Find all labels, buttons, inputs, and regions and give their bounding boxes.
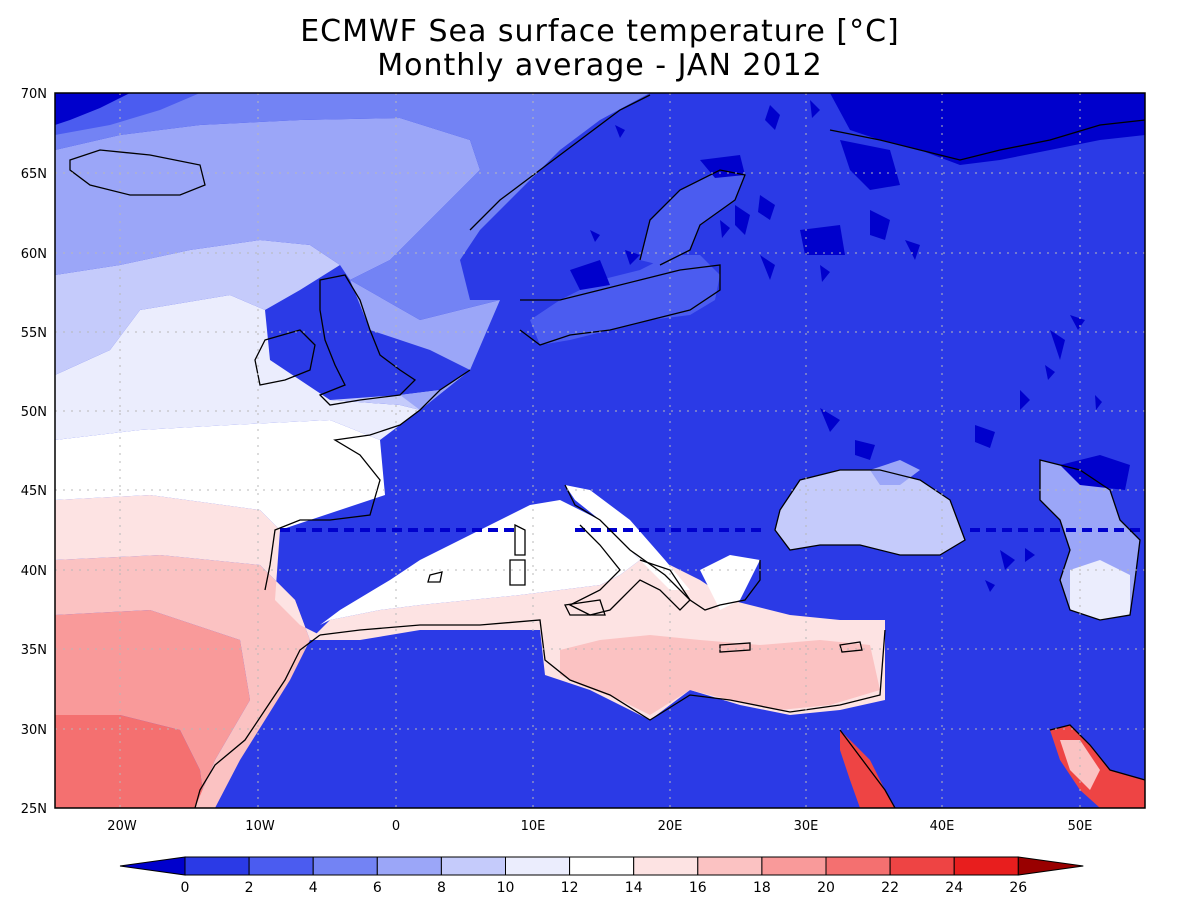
- colorbar-tick-label: 8: [437, 880, 446, 896]
- lon-label: 0: [392, 819, 400, 834]
- colorbar-arrow-high: [1017, 856, 1084, 876]
- colorbar-tick-label: 18: [753, 880, 771, 896]
- baltic-cold: [570, 155, 745, 290]
- lat-axis: 70N 65N 60N 55N 50N 45N 40N 35N 30N 25N: [21, 87, 47, 817]
- colorbar-tick-label: 14: [625, 880, 643, 896]
- chart-subtitle: Monthly average - JAN 2012: [377, 48, 823, 83]
- colorbar-segment: [505, 856, 571, 876]
- adriatic: [565, 485, 690, 590]
- lat-label: 70N: [21, 87, 47, 102]
- black-sea: [775, 470, 965, 555]
- atlantic-band-6: [55, 118, 500, 410]
- colorbar-tick-label: 26: [1009, 880, 1027, 896]
- lat-label: 30N: [21, 723, 47, 738]
- colorbar-segment: [248, 856, 314, 876]
- baltic-sea: [530, 170, 745, 345]
- white-sea-cold: [840, 140, 900, 190]
- lat-label: 50N: [21, 405, 47, 420]
- map-frame: [54, 92, 1146, 809]
- lat-label: 60N: [21, 247, 47, 262]
- lat-label: 55N: [21, 326, 47, 341]
- atlantic-band-16: [55, 555, 310, 808]
- atlantic-band-8: [55, 240, 470, 410]
- lat-label: 25N: [21, 802, 47, 817]
- colorbar-tick-label: 6: [373, 880, 382, 896]
- colorbar-segment: [376, 856, 442, 876]
- lon-label: 30E: [794, 819, 819, 834]
- colorbar-tick-label: 22: [881, 880, 899, 896]
- red-sea: [840, 730, 895, 808]
- colorbar-segment: [569, 856, 635, 876]
- coastlines: [69, 94, 1145, 808]
- atlantic-band-18: [55, 610, 250, 808]
- cold-spots: [590, 100, 1102, 592]
- colorbar-segment: [889, 856, 955, 876]
- colorbar-segment: [440, 856, 506, 876]
- lon-label: 10E: [521, 819, 546, 834]
- eastern-med-18: [560, 635, 880, 715]
- lon-label: 20E: [658, 819, 683, 834]
- colorbar-segment: [633, 856, 699, 876]
- chart-title: ECMWF Sea surface temperature [°C]: [300, 14, 900, 49]
- lon-label: 50E: [1068, 819, 1093, 834]
- colorbar-tick-label: 0: [181, 880, 190, 896]
- colorbar: 0 2 4 6 8 10 12 14 16 18 20 22 24 26: [119, 856, 1084, 896]
- mediterranean-12: [320, 500, 640, 625]
- norwegian-sea-4: [55, 93, 650, 320]
- colorbar-segment: [312, 856, 378, 876]
- caspian-north-cold: [1060, 455, 1130, 490]
- lon-label: 40E: [930, 819, 955, 834]
- colorbar-tick-label: 10: [497, 880, 515, 896]
- colorbar-tick-label: 24: [945, 880, 963, 896]
- arctic-cold-0: [55, 93, 130, 125]
- lat-label: 40N: [21, 564, 47, 579]
- lon-axis: 20W 10W 0 10E 20E 30E 40E 50E: [107, 819, 1092, 834]
- colorbar-tick-label: 20: [817, 880, 835, 896]
- lon-label: 10W: [245, 819, 275, 834]
- aegean: [700, 555, 760, 610]
- caspian-south: [1070, 560, 1130, 620]
- colorbar-tick-label: 4: [309, 880, 318, 896]
- colorbar-segment: [697, 856, 763, 876]
- colorbar-tick-label: 2: [245, 880, 254, 896]
- atlantic-band-14: [55, 495, 320, 640]
- colorbar-tick-label: 16: [689, 880, 707, 896]
- lon-label: 20W: [107, 819, 137, 834]
- colorbar-segment: [761, 856, 827, 876]
- lat-label: 65N: [21, 167, 47, 182]
- colorbar-tick-label: 12: [561, 880, 579, 896]
- colorbar-segment: [184, 856, 250, 876]
- atlantic-band-12: [55, 420, 385, 530]
- colorbar-segment: [953, 856, 1019, 876]
- colorbar-segment: [825, 856, 891, 876]
- atlantic-band-20: [55, 715, 205, 808]
- azov: [870, 460, 920, 485]
- graticule: [55, 93, 1145, 808]
- colorbar-arrow-low: [119, 856, 186, 876]
- map-field: [55, 93, 1145, 808]
- lat-label: 45N: [21, 484, 47, 499]
- lat-label: 35N: [21, 643, 47, 658]
